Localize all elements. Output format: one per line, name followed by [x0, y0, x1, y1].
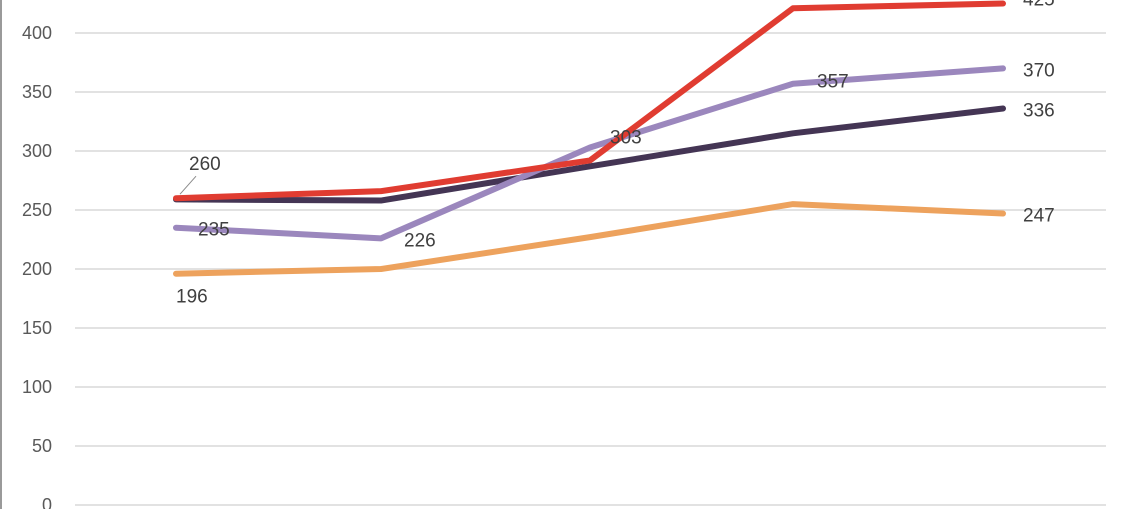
data-label-s2-p3: 303	[610, 127, 642, 148]
series-line-4	[173, 201, 1006, 277]
series-line-3	[173, 105, 1006, 204]
data-label-s2-p2: 226	[404, 230, 436, 251]
y-tick-label-0: 0	[42, 495, 52, 509]
data-label-s2-p1: 235	[198, 220, 230, 241]
series-line-2	[173, 65, 1006, 242]
data-label-s1-p1: 260	[189, 154, 221, 175]
gridlines	[75, 32, 1106, 506]
plot-left-edge	[0, 0, 2, 509]
y-tick-label-150: 150	[22, 318, 52, 338]
y-tick-label-250: 250	[22, 200, 52, 220]
y-tick-label-400: 400	[22, 23, 52, 43]
y-axis-ticks: 0 50 100 150 200 250 300 350 400	[22, 23, 52, 509]
y-tick-label-300: 300	[22, 141, 52, 161]
data-label-s2-p4: 357	[817, 72, 849, 93]
data-label-s2-p5: 370	[1023, 60, 1055, 81]
data-label-s4-p5: 247	[1023, 206, 1055, 227]
data-label-s4-p1: 196	[176, 287, 208, 308]
series-line-1	[173, 0, 1006, 202]
label-leader-line	[179, 175, 197, 195]
y-tick-label-100: 100	[22, 377, 52, 397]
y-tick-label-350: 350	[22, 82, 52, 102]
y-tick-label-50: 50	[32, 436, 52, 456]
data-label-s1-p5: 425	[1023, 0, 1055, 11]
data-labels: 260 425 235 226 303 357 370 336 196 247	[176, 0, 1055, 308]
series-lines	[173, 0, 1006, 277]
y-tick-label-200: 200	[22, 259, 52, 279]
data-label-s3-p5: 336	[1023, 101, 1055, 122]
